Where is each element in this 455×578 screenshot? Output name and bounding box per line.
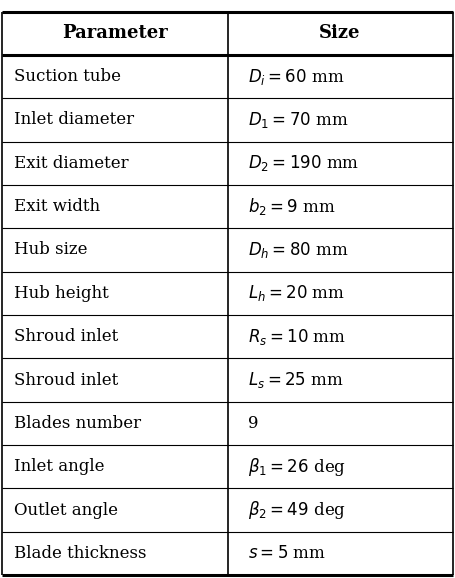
Text: 9: 9 xyxy=(248,415,258,432)
Text: Exit diameter: Exit diameter xyxy=(14,155,128,172)
Text: Inlet angle: Inlet angle xyxy=(14,458,104,475)
Text: Parameter: Parameter xyxy=(62,24,168,42)
Text: Blade thickness: Blade thickness xyxy=(14,545,146,562)
Text: $b_2 = 9$ mm: $b_2 = 9$ mm xyxy=(248,196,336,217)
Text: Size: Size xyxy=(319,24,361,42)
Text: $\beta_2 = 49$ deg: $\beta_2 = 49$ deg xyxy=(248,499,346,521)
Text: $D_2 = 190$ mm: $D_2 = 190$ mm xyxy=(248,153,359,173)
Text: $s = 5$ mm: $s = 5$ mm xyxy=(248,545,326,562)
Text: $R_s = 10$ mm: $R_s = 10$ mm xyxy=(248,327,346,347)
Text: $L_h = 20$ mm: $L_h = 20$ mm xyxy=(248,283,345,303)
Text: $L_s = 25$ mm: $L_s = 25$ mm xyxy=(248,370,344,390)
Text: Hub size: Hub size xyxy=(14,242,87,258)
Text: $D_i = 60$ mm: $D_i = 60$ mm xyxy=(248,66,344,87)
Text: Shroud inlet: Shroud inlet xyxy=(14,372,118,388)
Text: Inlet diameter: Inlet diameter xyxy=(14,112,134,128)
Text: $D_1 = 70$ mm: $D_1 = 70$ mm xyxy=(248,110,349,130)
Text: Suction tube: Suction tube xyxy=(14,68,121,85)
Text: Shroud inlet: Shroud inlet xyxy=(14,328,118,345)
Text: Exit width: Exit width xyxy=(14,198,100,215)
Text: $D_h = 80$ mm: $D_h = 80$ mm xyxy=(248,240,349,260)
Text: Hub height: Hub height xyxy=(14,285,108,302)
Text: Outlet angle: Outlet angle xyxy=(14,502,118,518)
Text: Blades number: Blades number xyxy=(14,415,141,432)
Text: $\beta_1 = 26$ deg: $\beta_1 = 26$ deg xyxy=(248,455,346,478)
